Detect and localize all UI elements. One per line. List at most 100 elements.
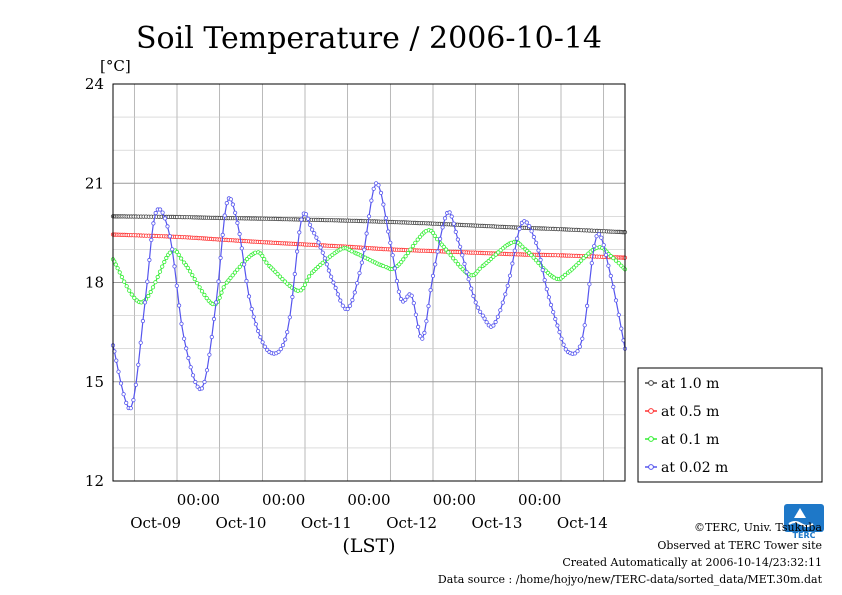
data-point xyxy=(121,392,126,397)
data-point xyxy=(326,268,331,273)
data-point xyxy=(149,237,154,242)
data-point xyxy=(124,284,129,289)
data-point xyxy=(533,258,539,263)
data-point xyxy=(529,253,534,258)
data-point xyxy=(285,329,290,335)
data-point xyxy=(197,285,202,290)
data-point xyxy=(129,292,134,297)
data-point xyxy=(366,214,372,219)
data-point xyxy=(328,274,334,279)
data-point xyxy=(460,253,465,258)
data-point xyxy=(457,244,463,249)
data-point xyxy=(307,222,313,227)
data-point xyxy=(428,287,433,293)
data-point xyxy=(338,298,343,303)
data-point xyxy=(292,271,297,277)
data-point xyxy=(255,328,261,334)
data-point xyxy=(133,382,138,387)
data-point xyxy=(318,245,323,250)
data-point xyxy=(453,259,458,264)
data-point xyxy=(179,321,184,326)
data-point xyxy=(276,349,281,354)
data-point xyxy=(221,285,226,290)
data-point xyxy=(314,235,319,240)
data-point xyxy=(477,309,483,314)
data-point xyxy=(440,225,445,230)
x-date-tick-label: Oct-12 xyxy=(386,514,437,532)
data-point xyxy=(410,244,415,249)
y-tick-label: 21 xyxy=(85,174,104,192)
data-point xyxy=(113,262,118,267)
data-point xyxy=(536,260,541,265)
data-point xyxy=(383,215,388,221)
legend-label: at 0.02 m xyxy=(661,460,728,476)
data-point xyxy=(422,330,427,335)
data-point xyxy=(491,323,496,328)
data-point xyxy=(179,256,184,261)
data-point xyxy=(167,234,172,239)
data-point xyxy=(413,312,418,317)
data-point xyxy=(542,277,547,283)
data-point xyxy=(217,295,222,300)
data-point xyxy=(451,221,456,226)
data-point xyxy=(277,274,283,279)
data-point xyxy=(546,295,552,300)
data-point xyxy=(228,197,233,202)
data-point xyxy=(388,240,393,245)
data-point xyxy=(611,284,616,289)
data-point xyxy=(117,270,122,275)
data-point xyxy=(613,258,619,263)
data-point xyxy=(301,285,306,291)
x-time-tick-label: 00:00 xyxy=(177,491,220,509)
data-point xyxy=(441,244,446,249)
data-point xyxy=(174,249,180,255)
data-point xyxy=(115,266,120,271)
data-point xyxy=(394,278,399,284)
data-point xyxy=(589,260,594,266)
legend-label: at 0.1 m xyxy=(661,432,719,448)
data-point xyxy=(184,346,189,351)
data-point xyxy=(164,255,169,261)
x-time-tick-label: 00:00 xyxy=(347,491,390,509)
data-point xyxy=(140,318,145,324)
data-point xyxy=(430,273,436,278)
legend-item: at 0.02 m xyxy=(645,460,728,476)
legend-swatch-marker xyxy=(648,436,654,442)
data-point xyxy=(482,316,487,321)
x-date-tick-label: Oct-09 xyxy=(130,514,181,532)
data-point xyxy=(148,289,153,295)
data-point xyxy=(403,254,408,259)
data-point xyxy=(244,278,249,284)
data-point xyxy=(136,362,141,367)
data-point xyxy=(176,252,181,257)
data-point xyxy=(531,255,536,260)
data-point xyxy=(584,303,590,308)
data-point xyxy=(495,314,500,319)
data-point xyxy=(408,247,413,252)
data-point xyxy=(170,247,175,252)
data-point xyxy=(283,337,288,342)
data-point xyxy=(303,212,309,217)
data-point xyxy=(202,379,207,385)
data-point xyxy=(369,198,374,203)
data-point xyxy=(527,224,532,229)
axis-labels: 12 15 18 21 24 00:00 00:00 00:00 00:00 00:00 Oct-0… xyxy=(85,75,608,532)
data-point xyxy=(362,247,367,252)
data-point xyxy=(538,257,543,262)
data-point xyxy=(575,349,580,354)
data-point xyxy=(426,303,431,309)
data-point xyxy=(386,229,391,234)
data-point xyxy=(572,351,578,356)
data-point xyxy=(557,329,562,335)
data-point xyxy=(432,233,437,238)
data-point xyxy=(450,256,456,261)
data-point xyxy=(578,258,584,263)
data-point xyxy=(548,302,554,307)
data-point xyxy=(469,286,474,291)
data-point xyxy=(430,230,436,235)
data-point xyxy=(352,290,357,295)
data-point xyxy=(446,250,451,255)
data-point xyxy=(146,293,151,299)
data-point xyxy=(505,283,510,288)
